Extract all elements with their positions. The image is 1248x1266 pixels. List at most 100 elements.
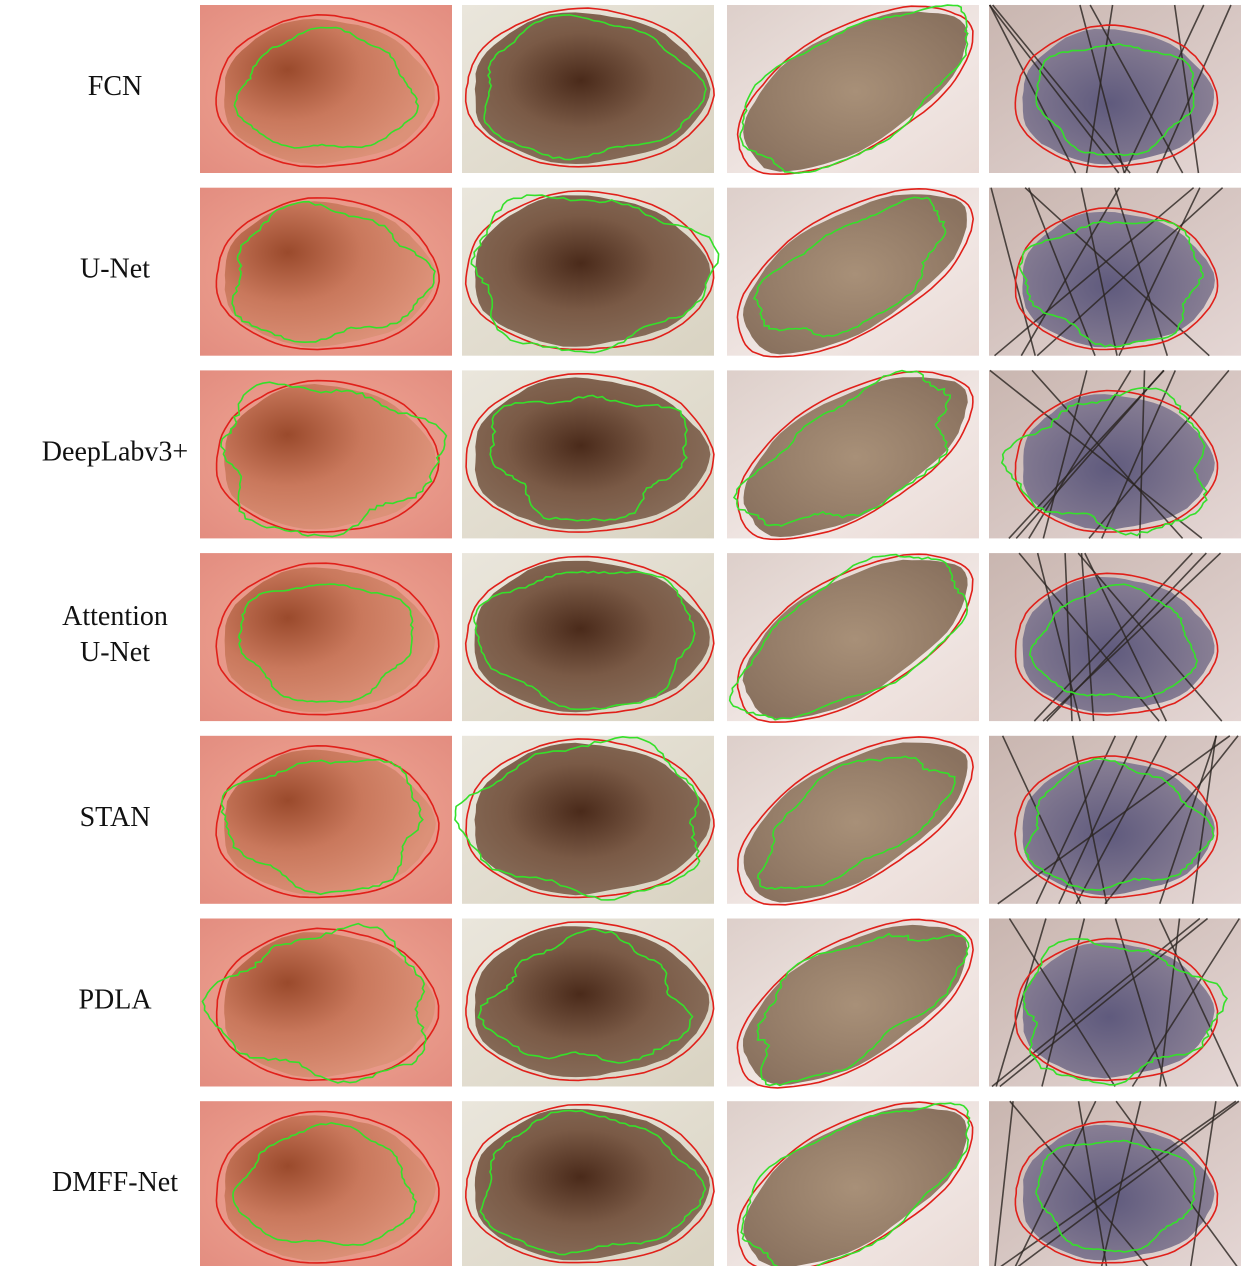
prediction-contour — [740, 1102, 971, 1266]
result-image — [200, 553, 452, 722]
method-label: DMFF-Net — [52, 1168, 178, 1199]
ground-truth-contour — [736, 918, 974, 1089]
lesion — [743, 194, 967, 355]
result-image — [462, 370, 715, 539]
prediction-contour — [1035, 42, 1195, 157]
hair — [1027, 187, 1096, 356]
hair — [1101, 370, 1177, 539]
hair — [989, 4, 1077, 174]
prediction-contour — [477, 927, 694, 1064]
prediction-contour — [233, 26, 420, 149]
result-image — [200, 1101, 452, 1266]
hair — [1114, 187, 1169, 356]
result-image — [200, 735, 452, 904]
method-label: FCN — [88, 71, 142, 102]
hair — [1173, 4, 1200, 174]
method-label: PDLA — [78, 985, 152, 1016]
hair — [995, 918, 1047, 1087]
ground-truth-contour — [1014, 1120, 1219, 1264]
hair — [1100, 1101, 1142, 1266]
hair — [1080, 553, 1095, 722]
hair — [1158, 918, 1239, 1087]
hair — [1123, 4, 1205, 174]
hair — [1131, 918, 1241, 1087]
ground-truth-contour — [465, 738, 715, 899]
result-image — [989, 1100, 1241, 1266]
method-label: U-Net — [80, 254, 150, 285]
result-image — [727, 187, 979, 358]
ground-truth-contour — [736, 187, 975, 358]
lesion — [743, 1107, 967, 1266]
label-line: DMFF-Net — [52, 1168, 178, 1199]
hair — [991, 917, 1201, 1088]
hair — [1017, 1100, 1240, 1266]
ground-truth-contour — [1014, 207, 1219, 351]
lesion — [474, 742, 711, 896]
prediction-contour — [483, 14, 707, 161]
lesion — [1022, 211, 1215, 348]
label-line: U-Net — [80, 254, 150, 285]
ground-truth-contour — [215, 13, 440, 168]
result-image — [200, 918, 452, 1087]
ground-truth-contour — [464, 7, 715, 168]
hair — [989, 369, 1203, 540]
hair — [994, 1101, 1014, 1266]
prediction-contour — [1000, 386, 1208, 537]
hair — [1159, 918, 1181, 1087]
result-image — [462, 5, 715, 173]
lesion — [474, 195, 711, 347]
lesion — [1023, 394, 1215, 530]
result-image — [200, 5, 452, 173]
ground-truth-contour — [464, 190, 715, 351]
prediction-contour — [752, 196, 947, 338]
ground-truth-contour — [215, 379, 440, 534]
result-image — [989, 369, 1241, 540]
hair — [1118, 187, 1201, 357]
method-label: STAN — [80, 802, 151, 833]
hair — [1077, 1101, 1108, 1266]
label-line: PDLA — [78, 985, 152, 1016]
prediction-contour — [232, 1121, 418, 1247]
hair — [1077, 552, 1223, 722]
prediction-contour — [1035, 1139, 1197, 1253]
hair — [1042, 370, 1088, 539]
method-label: Attention U-Net — [62, 602, 168, 669]
hair — [1064, 553, 1073, 722]
prediction-contour — [473, 570, 696, 711]
lesion — [224, 1115, 436, 1261]
ground-truth-contour — [1014, 755, 1219, 899]
hair — [1031, 369, 1184, 539]
lesion — [224, 18, 435, 165]
prediction-contour — [732, 369, 952, 527]
prediction-contour — [756, 755, 956, 891]
prediction-contour — [1024, 757, 1215, 891]
lesion — [743, 11, 968, 172]
result-image — [462, 187, 720, 356]
result-image — [727, 918, 979, 1089]
ground-truth-contour — [736, 736, 974, 906]
ground-truth-contour — [736, 5, 974, 175]
method-label: DeepLabv3+ — [42, 437, 188, 468]
result-image — [454, 735, 715, 904]
lesion — [224, 201, 436, 348]
hair — [1018, 552, 1160, 722]
hair — [1156, 4, 1232, 174]
ground-truth-contour — [1014, 24, 1219, 168]
result-image — [989, 187, 1241, 357]
label-line: FCN — [88, 71, 142, 102]
prediction-contour — [1022, 938, 1229, 1086]
label-line: U-Net — [80, 638, 150, 669]
hair — [997, 735, 1231, 905]
hair — [1080, 187, 1118, 356]
lesion — [742, 559, 968, 720]
lesion — [743, 377, 968, 537]
prediction-contour — [728, 553, 969, 721]
lesion — [224, 384, 436, 530]
ground-truth-contour — [215, 1110, 440, 1264]
ground-truth-contour — [465, 921, 715, 1082]
result-image — [462, 553, 715, 722]
result-image — [989, 552, 1241, 722]
hair — [1089, 4, 1184, 174]
result-image — [989, 735, 1241, 905]
